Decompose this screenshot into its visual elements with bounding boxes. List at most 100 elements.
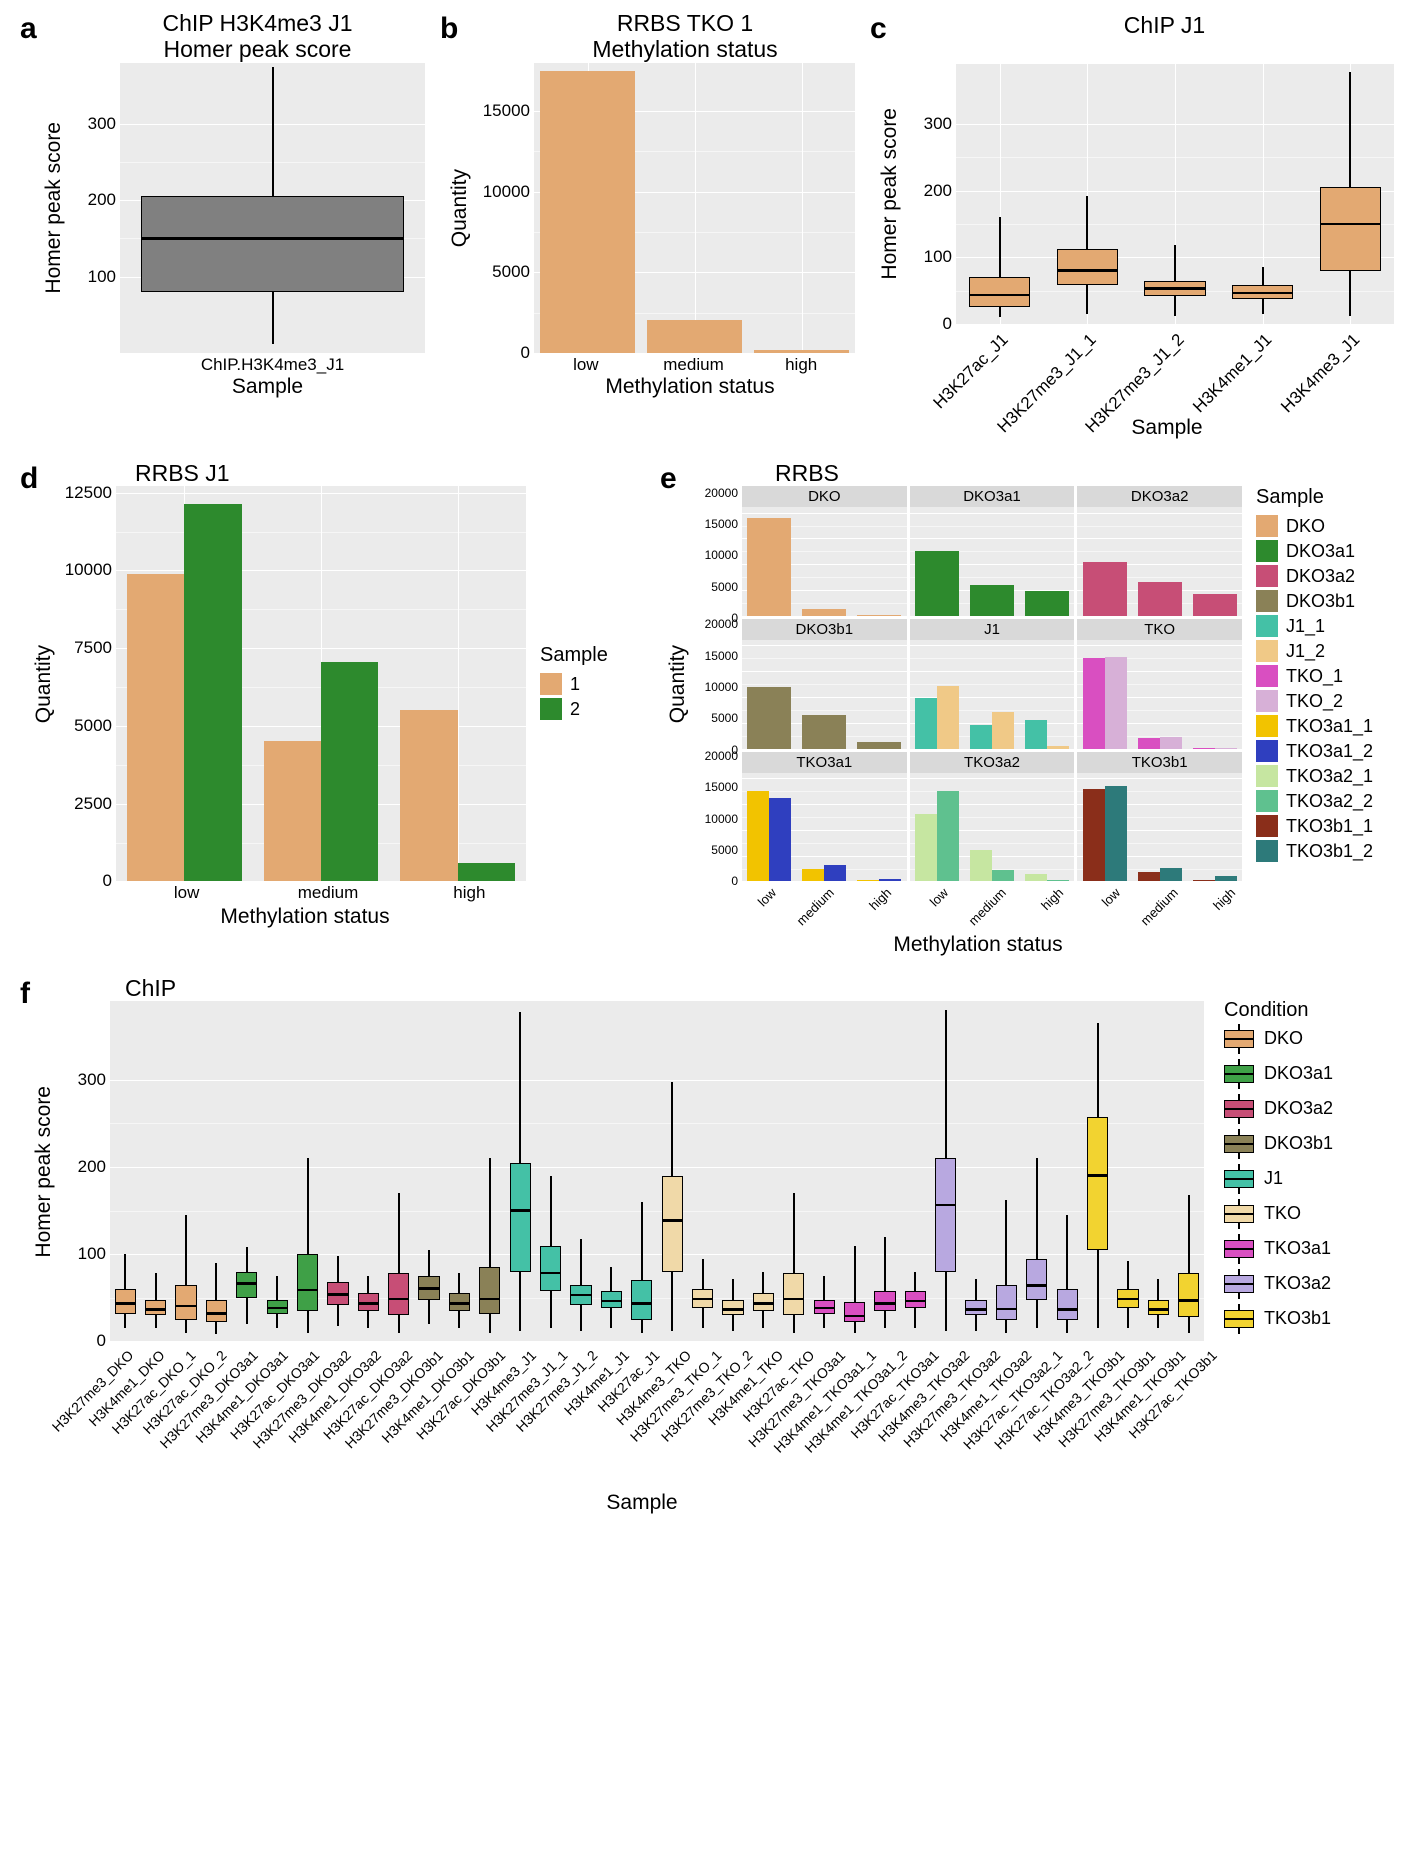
panel-a-title-1: ChIP H3K4me3 J1 [162, 10, 352, 36]
gridline-v [695, 63, 696, 353]
bar [992, 870, 1014, 881]
facet-plot [910, 640, 1075, 749]
xtick-label: medium [793, 885, 836, 928]
legend-item: TKO3a2_2 [1256, 790, 1404, 812]
xtick-label: medium [965, 885, 1008, 928]
box [388, 1273, 409, 1315]
panel-d-letter: d [20, 462, 38, 496]
panel-c-letter: c [870, 12, 887, 46]
facet-plot [742, 640, 907, 749]
box [631, 1280, 652, 1319]
panel-a-plot [120, 63, 425, 353]
legend-item: TKO3a1 [1224, 1238, 1404, 1259]
legend-swatch [1224, 1310, 1254, 1328]
bar [458, 863, 515, 882]
panel-c-xticks: H3K27ac_J1H3K27me3_J1_1H3K27me3_J1_2H3K4… [954, 324, 1394, 416]
median [449, 1302, 470, 1305]
median [145, 1308, 166, 1311]
ytick-label: 10000 [705, 812, 738, 826]
panel-c-title: ChIP J1 [925, 10, 1404, 64]
legend-item: DKO3a2 [1224, 1098, 1404, 1119]
facet-strip: TKO [1077, 619, 1242, 640]
legend-label: TKO3b1_1 [1286, 816, 1373, 837]
box [1087, 1117, 1108, 1250]
whisker [1036, 1158, 1038, 1328]
bar [802, 609, 846, 616]
ytick-label: 5000 [711, 580, 738, 594]
legend-label: TKO3b1 [1264, 1308, 1331, 1329]
ytick-label: 15000 [483, 101, 530, 121]
facet-strip: TKO3a2 [910, 752, 1075, 773]
facet-plot [742, 773, 907, 882]
ytick-label: 5000 [711, 843, 738, 857]
legend-item: DKO3a1 [1256, 540, 1404, 562]
xtick-label: H3K4me3_J1 [1277, 330, 1364, 417]
legend-swatch [1256, 840, 1278, 862]
xtick-label: low [1099, 885, 1123, 909]
legend-swatch [1256, 740, 1278, 762]
box [327, 1282, 348, 1305]
facet-plot [742, 507, 907, 616]
ytick-label: 15000 [705, 780, 738, 794]
legend-swatch [1224, 1275, 1254, 1293]
ytick-label: 100 [78, 1244, 106, 1264]
legend-median [1225, 1213, 1253, 1215]
median [479, 1298, 500, 1301]
legend-label: TKO3a2_1 [1286, 766, 1373, 787]
xtick-label: high [1038, 885, 1066, 913]
box [510, 1163, 531, 1272]
facet-cell: TKO3a1 [742, 752, 907, 882]
gridline [910, 778, 1075, 779]
legend-label: DKO [1286, 516, 1325, 537]
legend-swatch [540, 698, 562, 720]
box [844, 1302, 865, 1322]
legend-label: DKO3a2 [1264, 1098, 1333, 1119]
median [1026, 1284, 1047, 1287]
bar [915, 551, 959, 616]
box [145, 1300, 166, 1316]
box [236, 1272, 257, 1298]
legend-item: DKO [1224, 1028, 1404, 1049]
legend-item: DKO3a1 [1224, 1063, 1404, 1084]
whisker [884, 1237, 886, 1329]
legend-label: TKO3a1_2 [1286, 741, 1373, 762]
gridline [110, 1167, 1204, 1168]
xtick-label: low [174, 883, 200, 903]
gridline [110, 1254, 1204, 1255]
median [814, 1307, 835, 1310]
box [692, 1289, 713, 1308]
median [175, 1305, 196, 1308]
panel-e-yticks: 0500010000150002000005000100001500020000… [692, 486, 742, 881]
box [1178, 1273, 1199, 1317]
bar [1193, 748, 1215, 749]
ytick-label: 10000 [65, 560, 112, 580]
bar [970, 585, 1014, 616]
legend-label: TKO_2 [1286, 691, 1343, 712]
legend-item: J1_1 [1256, 615, 1404, 637]
facet-cell: DKO [742, 486, 907, 616]
box [1057, 1289, 1078, 1320]
ytick-label: 10000 [705, 680, 738, 694]
panel-b: b RRBS TKO 1 Methylation status Quantity… [440, 10, 870, 450]
median [418, 1287, 439, 1290]
legend-median [1225, 1283, 1253, 1285]
ytick-label: 5000 [711, 711, 738, 725]
panel-e-legend: SampleDKODKO3a1DKO3a2DKO3b1J1_1J1_2TKO_1… [1242, 486, 1404, 865]
ytick-label: 200 [78, 1157, 106, 1177]
gridline-minor [910, 791, 1075, 792]
ytick-label: 15000 [705, 649, 738, 663]
legend-item: TKO3a2_1 [1256, 765, 1404, 787]
panel-b-title-2: Methylation status [592, 36, 777, 62]
gridline-minor [1077, 526, 1242, 527]
legend-label: TKO3a1_1 [1286, 716, 1373, 737]
facet-strip: DKO3a2 [1077, 486, 1242, 507]
box [358, 1293, 379, 1310]
median [540, 1272, 561, 1275]
box [267, 1300, 288, 1314]
panel-d-ylab: Quantity [32, 645, 56, 723]
box [1144, 281, 1205, 296]
ytick-label: 0 [521, 343, 530, 363]
bar [857, 615, 901, 616]
box [753, 1293, 774, 1310]
median [631, 1302, 652, 1305]
